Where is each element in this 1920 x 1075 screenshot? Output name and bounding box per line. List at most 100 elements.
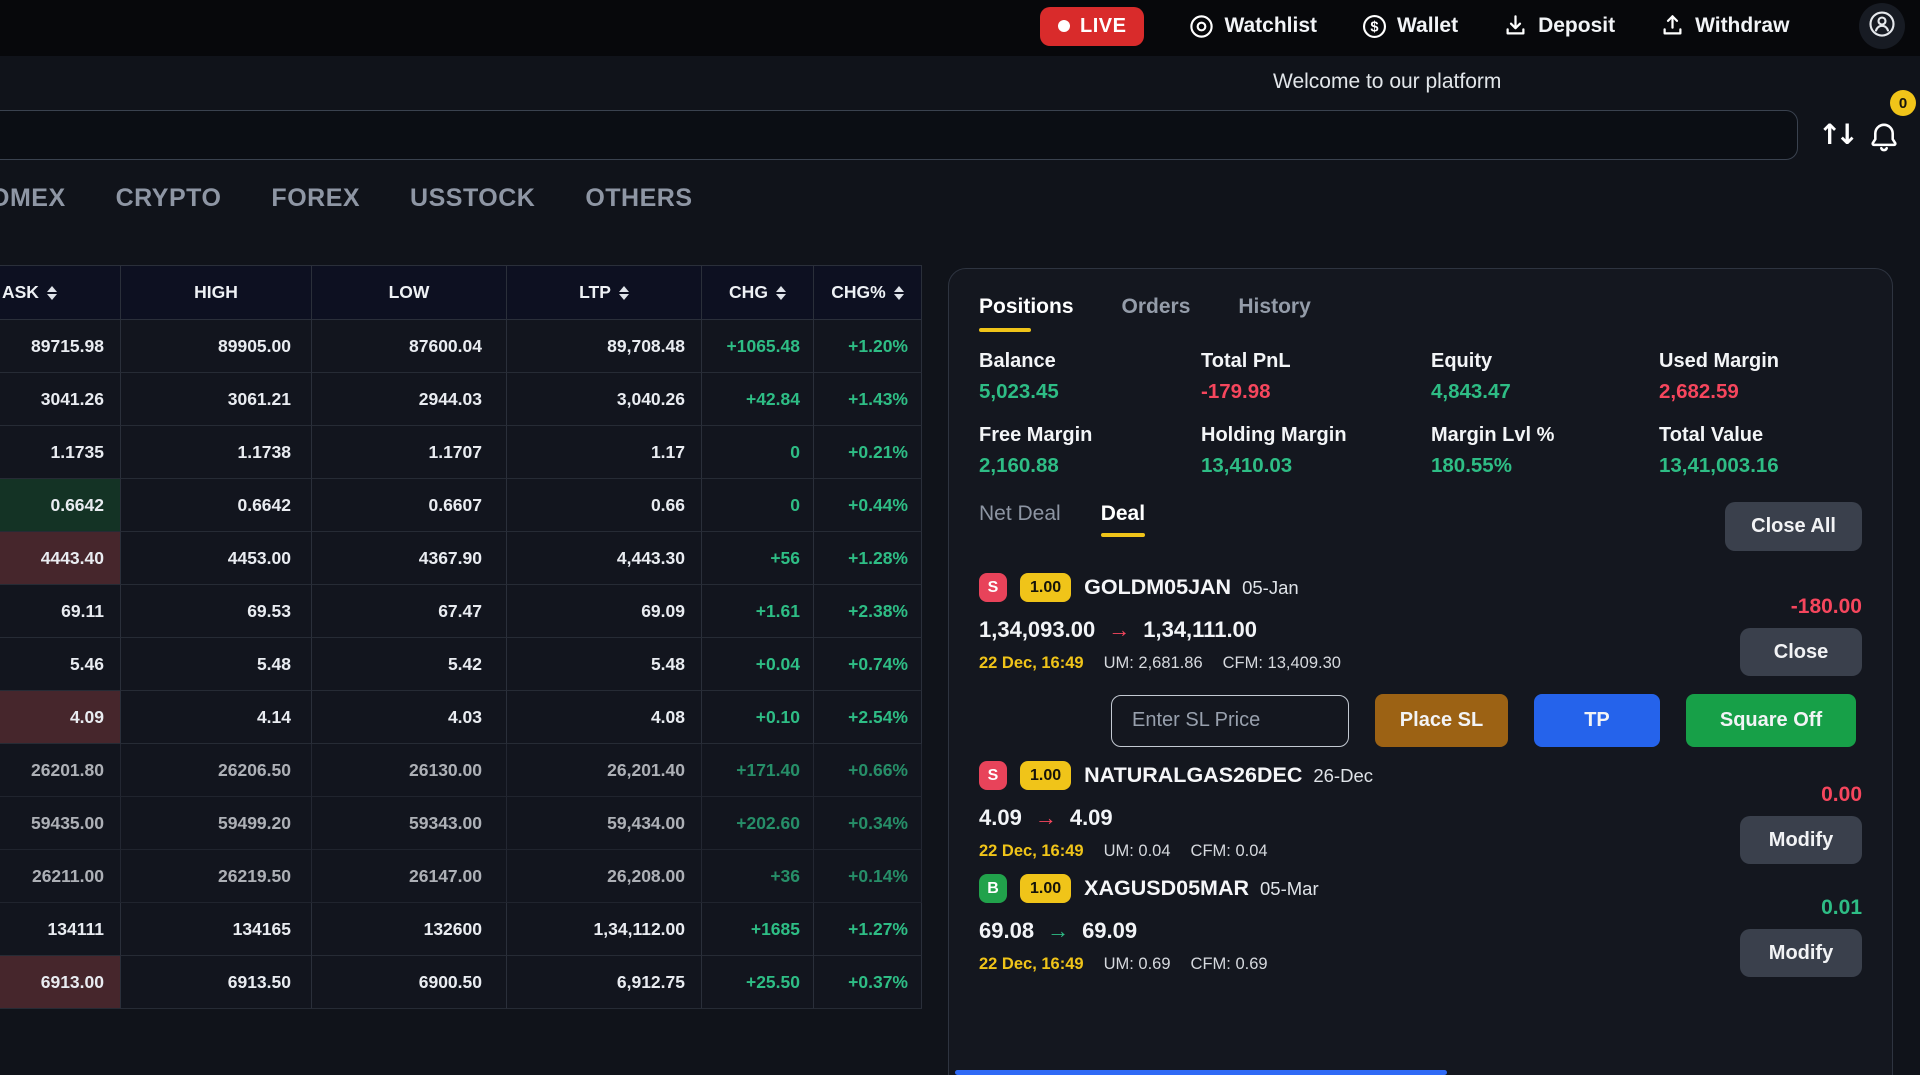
high-cell: 89905.00 bbox=[121, 320, 312, 373]
high-cell: 1.1738 bbox=[121, 426, 312, 479]
position-symbol: XAGUSD05MAR bbox=[1084, 876, 1249, 901]
stat-free-margin: Free Margin2,160.88 bbox=[979, 424, 1201, 478]
close-all-button[interactable]: Close All bbox=[1725, 502, 1862, 551]
current-price: 1,34,111.00 bbox=[1143, 617, 1257, 643]
deposit-button[interactable]: Deposit bbox=[1502, 13, 1615, 40]
position-timestamp: 22 Dec, 16:49 bbox=[979, 654, 1084, 673]
chg-cell: +0.04 bbox=[702, 638, 814, 691]
market-tabs: OMEX CRYPTO FOREX USSTOCK OTHERS bbox=[0, 184, 693, 213]
ask-cell: 89715.98 bbox=[0, 320, 121, 373]
watchlist-button[interactable]: Watchlist bbox=[1188, 13, 1317, 40]
chg-pct-cell: +0.21% bbox=[814, 426, 922, 479]
column-header-chg-pct[interactable]: CHG% bbox=[814, 266, 922, 320]
cfm-value: CFM: 0.04 bbox=[1191, 842, 1268, 861]
withdraw-label: Withdraw bbox=[1695, 14, 1789, 38]
table-row[interactable]: 89715.9889905.0087600.0489,708.48+1065.4… bbox=[0, 320, 922, 373]
ask-cell: 5.46 bbox=[0, 638, 121, 691]
live-status-badge[interactable]: LIVE bbox=[1040, 7, 1144, 46]
low-cell: 67.47 bbox=[312, 585, 507, 638]
horizontal-scrollbar[interactable] bbox=[955, 1070, 1447, 1075]
account-stats: Balance5,023.45 Total PnL-179.98 Equity4… bbox=[979, 350, 1862, 478]
low-cell: 4.03 bbox=[312, 691, 507, 744]
market-tab-omex[interactable]: OMEX bbox=[0, 184, 66, 213]
tab-positions[interactable]: Positions bbox=[979, 295, 1074, 332]
ltp-cell: 26,201.40 bbox=[507, 744, 702, 797]
high-cell: 4.14 bbox=[121, 691, 312, 744]
active-deal-underline bbox=[1101, 533, 1145, 537]
ask-cell: 59435.00 bbox=[0, 797, 121, 850]
stat-total-value: Total Value13,41,003.16 bbox=[1659, 424, 1862, 478]
trading-app: LIVE Watchlist $ Wallet Deposit Withdraw bbox=[0, 0, 1920, 1075]
live-label: LIVE bbox=[1080, 15, 1126, 38]
market-tab-forex[interactable]: FOREX bbox=[271, 184, 360, 213]
position-symbol: GOLDM05JAN bbox=[1084, 575, 1231, 600]
chg-cell: +36 bbox=[702, 850, 814, 903]
price-arrow-icon: → bbox=[1108, 617, 1130, 643]
chg-cell: 0 bbox=[702, 479, 814, 532]
ltp-cell: 6,912.75 bbox=[507, 956, 702, 1009]
entry-price: 4.09 bbox=[979, 805, 1022, 831]
column-sort-icon bbox=[47, 286, 57, 300]
profile-button[interactable] bbox=[1859, 3, 1905, 49]
table-row[interactable]: 0.66420.66420.66070.660+0.44% bbox=[0, 479, 922, 532]
close-position-button[interactable]: Close bbox=[1740, 628, 1862, 676]
search-input[interactable] bbox=[0, 110, 1798, 160]
table-row[interactable]: 26201.8026206.5026130.0026,201.40+171.40… bbox=[0, 744, 922, 797]
stat-margin-level: Margin Lvl %180.55% bbox=[1431, 424, 1659, 478]
chg-pct-cell: +0.66% bbox=[814, 744, 922, 797]
tab-net-deal[interactable]: Net Deal bbox=[979, 502, 1061, 526]
ltp-cell: 59,434.00 bbox=[507, 797, 702, 850]
position-timestamp: 22 Dec, 16:49 bbox=[979, 842, 1084, 861]
wallet-button[interactable]: $ Wallet bbox=[1361, 13, 1458, 40]
tab-orders[interactable]: Orders bbox=[1122, 295, 1191, 332]
position-row: S 1.00 GOLDM05JAN 05-Jan 1,34,093.00 → 1… bbox=[979, 573, 1862, 676]
tp-button[interactable]: TP bbox=[1534, 694, 1660, 747]
ltp-cell: 1,34,112.00 bbox=[507, 903, 702, 956]
active-tab-underline bbox=[979, 328, 1031, 332]
table-row[interactable]: 3041.263061.212944.033,040.26+42.84+1.43… bbox=[0, 373, 922, 426]
table-row[interactable]: 6913.006913.506900.506,912.75+25.50+0.37… bbox=[0, 956, 922, 1009]
table-row[interactable]: 1.17351.17381.17071.170+0.21% bbox=[0, 426, 922, 479]
table-row[interactable]: 26211.0026219.5026147.0026,208.00+36+0.1… bbox=[0, 850, 922, 903]
chg-pct-cell: +0.14% bbox=[814, 850, 922, 903]
modify-position-button[interactable]: Modify bbox=[1740, 816, 1862, 864]
square-off-button[interactable]: Square Off bbox=[1686, 694, 1856, 747]
table-row[interactable]: 4.094.144.034.08+0.10+2.54% bbox=[0, 691, 922, 744]
ask-cell: 6913.00 bbox=[0, 956, 121, 1009]
sl-price-input[interactable] bbox=[1111, 695, 1349, 747]
table-row[interactable]: 1341111341651326001,34,112.00+1685+1.27% bbox=[0, 903, 922, 956]
market-tab-others[interactable]: OTHERS bbox=[585, 184, 692, 213]
withdraw-button[interactable]: Withdraw bbox=[1659, 13, 1789, 40]
table-row[interactable]: 59435.0059499.2059343.0059,434.00+202.60… bbox=[0, 797, 922, 850]
panel-tabs: Positions Orders History bbox=[979, 295, 1862, 332]
column-header-chg[interactable]: CHG bbox=[702, 266, 814, 320]
high-cell: 69.53 bbox=[121, 585, 312, 638]
column-header-ltp[interactable]: LTP bbox=[507, 266, 702, 320]
stat-used-margin: Used Margin2,682.59 bbox=[1659, 350, 1862, 404]
market-tab-crypto[interactable]: CRYPTO bbox=[116, 184, 222, 213]
table-row[interactable]: 69.1169.5367.4769.09+1.61+2.38% bbox=[0, 585, 922, 638]
notification-bell-icon[interactable] bbox=[1866, 120, 1902, 161]
position-expiry: 05-Mar bbox=[1260, 878, 1319, 900]
chg-pct-cell: +1.43% bbox=[814, 373, 922, 426]
position-pnl: 0.01 bbox=[1821, 896, 1862, 920]
place-sl-button[interactable]: Place SL bbox=[1375, 694, 1508, 747]
sort-arrows-icon[interactable]: ↑↓ bbox=[1818, 118, 1853, 151]
modify-position-button[interactable]: Modify bbox=[1740, 929, 1862, 977]
market-tab-usstock[interactable]: USSTOCK bbox=[410, 184, 535, 213]
chg-cell: +202.60 bbox=[702, 797, 814, 850]
position-timestamp: 22 Dec, 16:49 bbox=[979, 955, 1084, 974]
tab-deal[interactable]: Deal bbox=[1101, 502, 1145, 537]
table-row[interactable]: 5.465.485.425.48+0.04+0.74% bbox=[0, 638, 922, 691]
entry-price: 69.08 bbox=[979, 918, 1034, 944]
chg-pct-cell: +0.34% bbox=[814, 797, 922, 850]
wallet-label: Wallet bbox=[1397, 14, 1458, 38]
table-row[interactable]: 4443.404453.004367.904,443.30+56+1.28% bbox=[0, 532, 922, 585]
current-price: 69.09 bbox=[1082, 918, 1137, 944]
high-cell: 59499.20 bbox=[121, 797, 312, 850]
column-header-ask[interactable]: ASK bbox=[0, 266, 121, 320]
tab-history[interactable]: History bbox=[1238, 295, 1310, 332]
low-cell: 5.42 bbox=[312, 638, 507, 691]
chg-pct-cell: +2.38% bbox=[814, 585, 922, 638]
position-expiry: 05-Jan bbox=[1242, 577, 1299, 599]
